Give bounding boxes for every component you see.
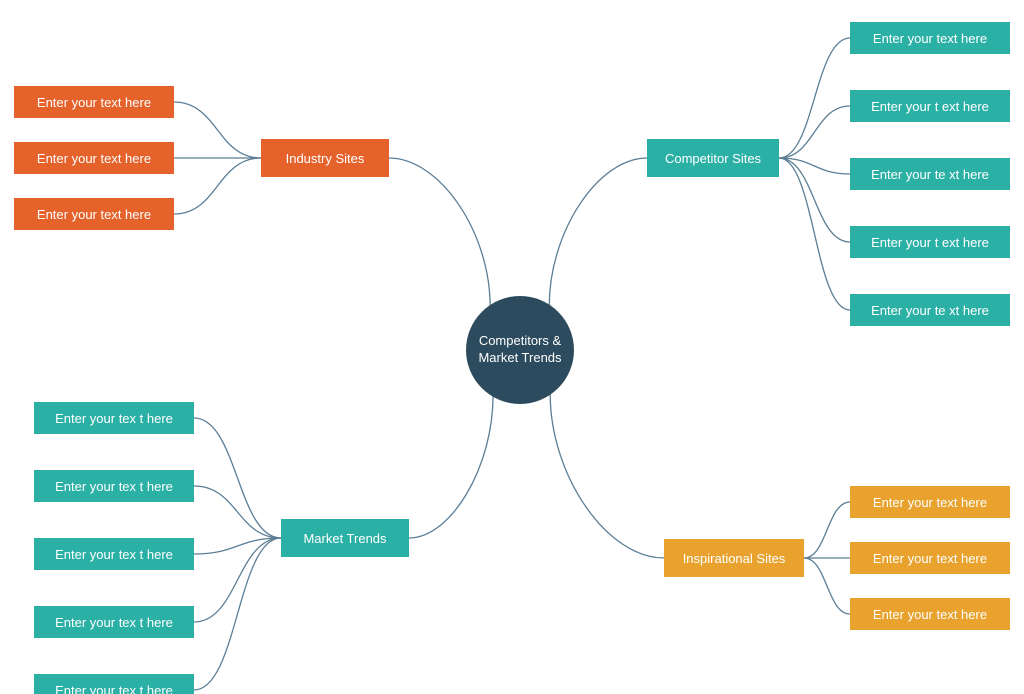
leaf-competitor-sites-1: Enter your t ext here: [850, 90, 1010, 122]
leaf-market-trends-0-label: Enter your tex t here: [55, 411, 173, 426]
leaf-competitor-sites-2: Enter your te xt here: [850, 158, 1010, 190]
center-label: Competitors &Market Trends: [478, 333, 561, 367]
leaf-inspirational-sites-1-label: Enter your text here: [873, 551, 987, 566]
center-node: Competitors &Market Trends: [466, 296, 574, 404]
leaf-industry-sites-2-label: Enter your text here: [37, 207, 151, 222]
leaf-market-trends-2-label: Enter your tex t here: [55, 547, 173, 562]
leaf-market-trends-1: Enter your tex t here: [34, 470, 194, 502]
branch-competitor-sites: Competitor Sites: [647, 139, 779, 177]
leaf-industry-sites-1: Enter your text here: [14, 142, 174, 174]
branch-competitor-sites-label: Competitor Sites: [665, 151, 761, 166]
branch-market-trends-label: Market Trends: [303, 531, 386, 546]
leaf-industry-sites-0-label: Enter your text here: [37, 95, 151, 110]
leaf-market-trends-1-label: Enter your tex t here: [55, 479, 173, 494]
leaf-market-trends-3-label: Enter your tex t here: [55, 615, 173, 630]
leaf-inspirational-sites-2-label: Enter your text here: [873, 607, 987, 622]
branch-market-trends: Market Trends: [281, 519, 409, 557]
leaf-inspirational-sites-1: Enter your text here: [850, 542, 1010, 574]
leaf-market-trends-4: Enter your tex t here: [34, 674, 194, 694]
leaf-market-trends-2: Enter your tex t here: [34, 538, 194, 570]
leaf-competitor-sites-4: Enter your te xt here: [850, 294, 1010, 326]
leaf-inspirational-sites-2: Enter your text here: [850, 598, 1010, 630]
leaf-industry-sites-2: Enter your text here: [14, 198, 174, 230]
leaf-competitor-sites-3-label: Enter your t ext here: [871, 235, 989, 250]
leaf-competitor-sites-2-label: Enter your te xt here: [871, 167, 989, 182]
branch-inspirational-sites-label: Inspirational Sites: [683, 551, 786, 566]
leaf-competitor-sites-4-label: Enter your te xt here: [871, 303, 989, 318]
leaf-market-trends-3: Enter your tex t here: [34, 606, 194, 638]
branch-industry-sites-label: Industry Sites: [286, 151, 365, 166]
leaf-industry-sites-0: Enter your text here: [14, 86, 174, 118]
leaf-inspirational-sites-0-label: Enter your text here: [873, 495, 987, 510]
leaf-inspirational-sites-0: Enter your text here: [850, 486, 1010, 518]
branch-industry-sites: Industry Sites: [261, 139, 389, 177]
leaf-market-trends-4-label: Enter your tex t here: [55, 683, 173, 694]
leaf-competitor-sites-1-label: Enter your t ext here: [871, 99, 989, 114]
branch-inspirational-sites: Inspirational Sites: [664, 539, 804, 577]
leaf-competitor-sites-0: Enter your text here: [850, 22, 1010, 54]
leaf-competitor-sites-0-label: Enter your text here: [873, 31, 987, 46]
leaf-competitor-sites-3: Enter your t ext here: [850, 226, 1010, 258]
leaf-market-trends-0: Enter your tex t here: [34, 402, 194, 434]
leaf-industry-sites-1-label: Enter your text here: [37, 151, 151, 166]
